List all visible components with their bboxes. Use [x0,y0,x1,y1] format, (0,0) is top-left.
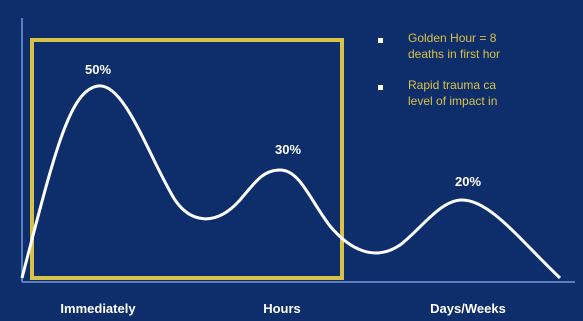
bullet-2-line-2: level of impact in [408,94,497,108]
golden-hour-box [30,38,344,280]
x-tick-days-weeks: Days/Weeks [430,301,506,316]
peak-label-hours: 30% [275,142,301,157]
bullet-marker-1 [378,38,383,43]
bullet-1-line-2: deaths in first hor [408,47,500,61]
peak-label-days-weeks: 20% [455,174,481,189]
bullet-2-line-1: Rapid trauma ca [408,78,496,92]
bullet-marker-2 [378,85,383,90]
bullet-1-line-1: Golden Hour = 8 [408,31,497,45]
mortality-curve [20,84,562,280]
x-tick-hours: Hours [263,301,301,316]
x-tick-immediately: Immediately [60,301,136,316]
peak-label-immediately: 50% [85,62,111,77]
